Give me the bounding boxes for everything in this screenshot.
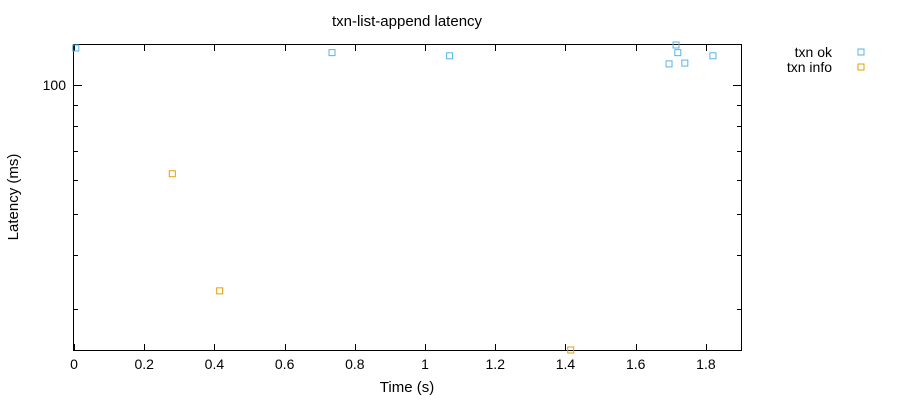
x-tick-label: 0.6 bbox=[275, 356, 295, 372]
series-1 bbox=[168, 170, 575, 354]
x-tick-label: 0.8 bbox=[345, 356, 365, 372]
x-tick-label: 1.4 bbox=[556, 356, 576, 372]
data-points bbox=[72, 41, 717, 354]
legend-marker bbox=[857, 63, 865, 71]
data-point bbox=[567, 346, 575, 354]
y-tick-label: 100 bbox=[43, 77, 67, 93]
data-point bbox=[674, 49, 682, 57]
x-tick-label: 0.4 bbox=[205, 356, 225, 372]
x-tick-label: 0.2 bbox=[134, 356, 154, 372]
data-point bbox=[681, 59, 689, 67]
data-point bbox=[446, 52, 454, 60]
x-tick-label: 0 bbox=[70, 356, 78, 372]
y-axis: 100 bbox=[43, 77, 741, 310]
legend-label: txn info bbox=[787, 59, 832, 75]
x-tick-label: 1.6 bbox=[626, 356, 646, 372]
data-point bbox=[216, 287, 224, 295]
legend-label: txn ok bbox=[795, 44, 833, 60]
data-point bbox=[709, 52, 717, 60]
chart-title: txn-list-append latency bbox=[332, 13, 483, 30]
x-axis-label: Time (s) bbox=[380, 379, 434, 396]
x-tick-label: 1 bbox=[421, 356, 429, 372]
legend-marker bbox=[857, 48, 865, 56]
data-point bbox=[328, 49, 336, 57]
plot-frame bbox=[73, 44, 742, 351]
x-tick-label: 1.8 bbox=[696, 356, 716, 372]
data-point bbox=[72, 44, 80, 52]
x-tick-label: 1.2 bbox=[486, 356, 506, 372]
x-axis: 0 0.2 0.4 0.6 0.8 1 1.2 1.4 1.6 1.8 bbox=[70, 45, 716, 372]
series-0 bbox=[72, 41, 717, 68]
data-point bbox=[168, 170, 176, 178]
data-point bbox=[672, 41, 680, 49]
y-axis-label: Latency (ms) bbox=[5, 154, 22, 241]
data-point bbox=[665, 60, 673, 68]
